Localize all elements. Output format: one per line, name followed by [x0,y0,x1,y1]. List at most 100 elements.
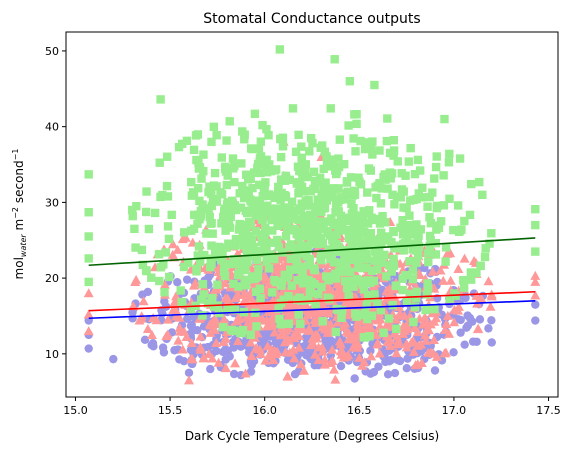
data-point-square [298,270,307,279]
data-point-square [243,275,252,284]
data-point-triangle [323,308,334,318]
data-point-square [334,154,343,163]
data-point-square [179,228,189,237]
y-label-prefix: mol [12,257,26,279]
data-point-triangle [162,314,173,324]
data-point-square [84,170,93,179]
x-axis-label: Dark Cycle Temperature (Degrees Celsius) [185,429,439,443]
data-point-square [219,267,229,277]
data-point-square [269,165,278,175]
data-point-square [335,135,344,144]
data-point-square [342,225,351,235]
data-point-triangle [252,328,263,338]
data-point-triangle [138,296,149,306]
data-point-square [196,206,206,216]
data-point-triangle [289,333,300,343]
data-point-square [243,175,253,184]
data-point-square [356,136,365,146]
plot-frame [65,31,559,398]
data-point-square [282,218,292,227]
data-point-square [295,166,304,176]
data-point-square [312,239,322,249]
data-point-square [353,258,363,267]
data-point-square [360,144,370,154]
data-point-triangle [211,316,222,326]
data-point-triangle [298,365,309,375]
data-point-square [84,232,93,241]
data-point-square [379,328,388,337]
data-point-square [431,250,441,259]
data-point-triangle [381,285,392,295]
data-point-circle [487,338,496,347]
data-point-square [273,210,283,219]
data-point-square [246,196,255,206]
data-point-circle [336,361,346,371]
data-point-square [322,187,331,197]
data-point-square [257,237,266,247]
data-point-square [130,224,139,234]
data-point-square [373,299,382,309]
data-point-circle [271,338,281,347]
data-point-square [405,211,414,220]
data-point-square [388,300,397,310]
data-point-square [297,182,307,192]
data-point-square [425,213,434,222]
data-point-square [475,177,484,187]
data-point-square [347,199,356,209]
data-point-square [376,305,385,315]
data-point-square [363,314,372,324]
data-point-square [291,147,301,156]
chart-title: Stomatal Conductance outputs [203,11,420,27]
data-point-triangle [245,337,256,347]
data-point-square [203,299,213,308]
data-point-square [262,207,271,216]
data-point-square [217,153,227,162]
data-point-square [194,158,203,168]
data-point-square [406,143,415,153]
data-point-square [410,169,420,179]
data-point-square [212,197,222,206]
data-point-square [406,196,415,205]
data-point-triangle [177,344,188,354]
data-point-square [476,261,485,271]
data-point-circle [128,308,137,317]
data-point-square [196,295,206,304]
data-point-square [84,208,93,217]
data-point-square [377,228,386,237]
data-point-triangle [220,278,231,288]
data-point-square [274,182,283,192]
data-point-triangle [249,301,260,311]
data-point-circle [430,366,440,375]
data-point-square [301,160,311,169]
data-point-square [162,152,172,161]
data-point-square [277,281,286,290]
data-point-square [276,320,285,329]
data-point-square [393,157,402,166]
y-label-m: m [12,219,26,235]
data-point-square [280,203,289,212]
data-point-square [399,187,408,196]
data-point-square [389,151,398,160]
data-point-square [256,168,265,178]
data-point-square [179,262,189,272]
data-point-square [308,211,317,221]
data-point-square [278,133,288,142]
data-point-square [234,282,243,291]
data-point-square [389,254,398,264]
data-point-square [406,289,415,299]
data-point-square [259,247,269,256]
data-point-square [298,262,307,272]
data-point-square [256,137,266,146]
data-point-square [207,137,216,147]
data-point-square [177,297,186,307]
trend-line [88,300,536,320]
data-point-circle [225,352,234,361]
data-point-square [142,187,151,196]
data-point-square [206,254,215,263]
data-point-triangle [195,344,206,354]
data-point-square [156,263,165,272]
y-tick-label: 10 [45,348,59,361]
data-point-triangle [230,293,241,303]
data-point-square [274,304,283,313]
data-point-square [390,200,399,209]
